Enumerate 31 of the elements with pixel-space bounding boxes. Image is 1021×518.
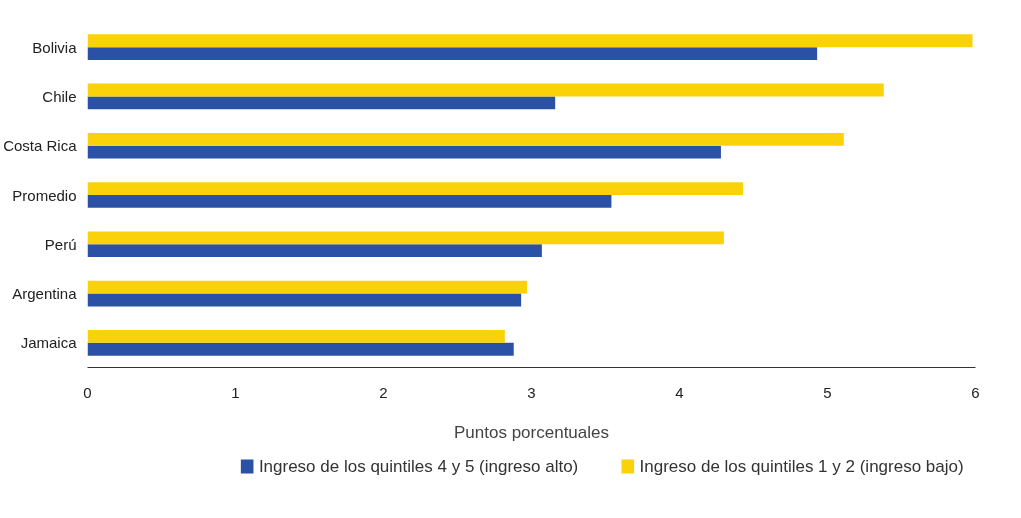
bar <box>87 244 542 258</box>
y-tick-label: Perú <box>44 235 77 253</box>
bar <box>87 293 522 307</box>
x-tick-label: 3 <box>527 383 536 401</box>
bar <box>87 132 844 146</box>
bar <box>87 96 556 110</box>
y-tick-label: Bolivia <box>32 38 78 56</box>
bar <box>87 342 514 356</box>
y-tick-label: Chile <box>42 87 77 105</box>
bar <box>87 330 505 343</box>
legend-label: Ingreso de los quintiles 1 y 2 (ingreso bajo) <box>639 457 964 476</box>
bar <box>87 145 721 159</box>
bar <box>87 47 818 60</box>
x-tick-label: 5 <box>823 383 832 401</box>
y-tick-label: Argentina <box>12 285 78 303</box>
bar <box>87 83 884 97</box>
x-tick-label: 2 <box>379 383 388 401</box>
bar <box>87 280 528 294</box>
bar <box>87 182 744 195</box>
bar <box>87 195 612 208</box>
y-tick-label: Costa Rica <box>3 137 78 155</box>
bar <box>87 34 973 48</box>
y-tick-label: Promedio <box>12 186 77 204</box>
legend-label: Ingreso de los quintiles 4 y 5 (ingreso alto) <box>258 457 579 476</box>
x-axis-title: Puntos porcentuales <box>454 422 609 442</box>
x-tick-label: 1 <box>231 383 240 401</box>
y-tick-label: Jamaica <box>20 334 78 352</box>
x-tick-label: 6 <box>971 383 980 401</box>
bar <box>87 231 724 245</box>
x-tick-label: 0 <box>83 383 92 401</box>
x-tick-label: 4 <box>675 383 684 401</box>
